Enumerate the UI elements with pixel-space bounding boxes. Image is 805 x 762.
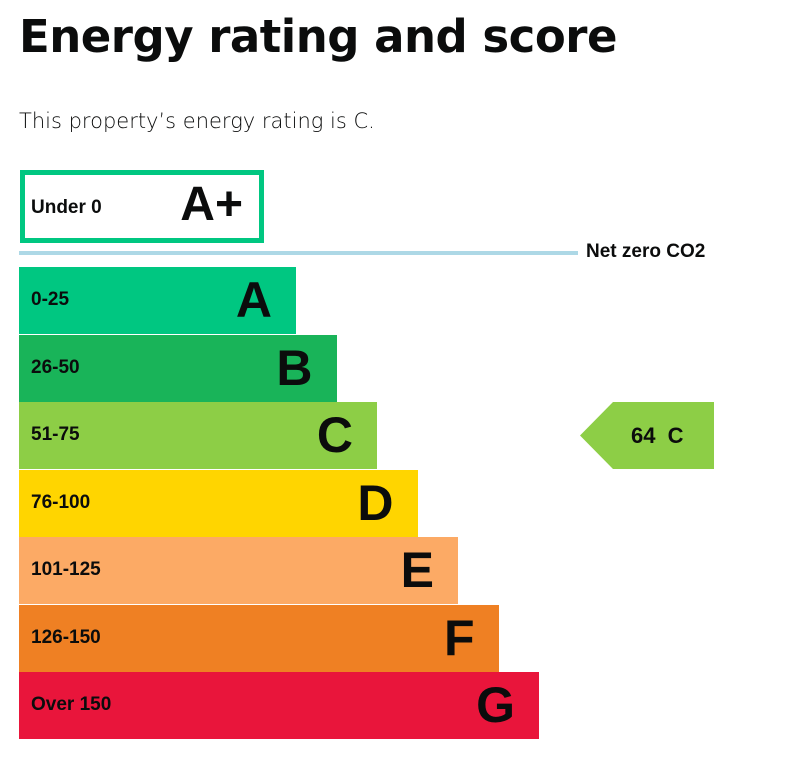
band-letter: D: [357, 474, 394, 531]
band-letter: B: [276, 339, 313, 396]
band-range: 51-75: [31, 424, 80, 445]
band-range: Over 150: [31, 694, 112, 715]
page-title: Energy rating and score: [19, 10, 617, 63]
band-letter: F: [443, 609, 475, 666]
band-range: 26-50: [31, 356, 80, 378]
band-a: 0-25 A: [19, 267, 296, 334]
band-letter: A+: [180, 178, 243, 231]
band-c: 51-75 C: [19, 402, 377, 469]
band-e: 101-125 E: [19, 537, 458, 604]
band-f: 126-150 F: [19, 604, 499, 672]
current-rating-label: 64 C: [631, 423, 684, 448]
band-letter: A: [235, 272, 272, 328]
band-g: Over 150 G: [19, 672, 539, 739]
band-a-plus: Under 0 A+: [20, 170, 264, 243]
band-range: Under 0: [31, 197, 102, 218]
band-range: 76-100: [31, 491, 91, 513]
band-range: 0-25: [31, 289, 70, 310]
band-d: 76-100 D: [19, 469, 418, 537]
band-b: 26-50 B: [19, 334, 337, 402]
band-letter: E: [400, 542, 434, 598]
net-zero-label: Net zero CO2: [586, 241, 706, 262]
band-letter: G: [476, 677, 515, 733]
current-rating-arrow: 64 C: [580, 402, 714, 469]
rating-summary: This property’s energy rating is C.: [19, 109, 375, 133]
band-range: 101-125: [31, 559, 101, 580]
band-letter: C: [316, 407, 353, 463]
band-range: 126-150: [31, 626, 101, 648]
net-zero-line: [19, 251, 578, 255]
